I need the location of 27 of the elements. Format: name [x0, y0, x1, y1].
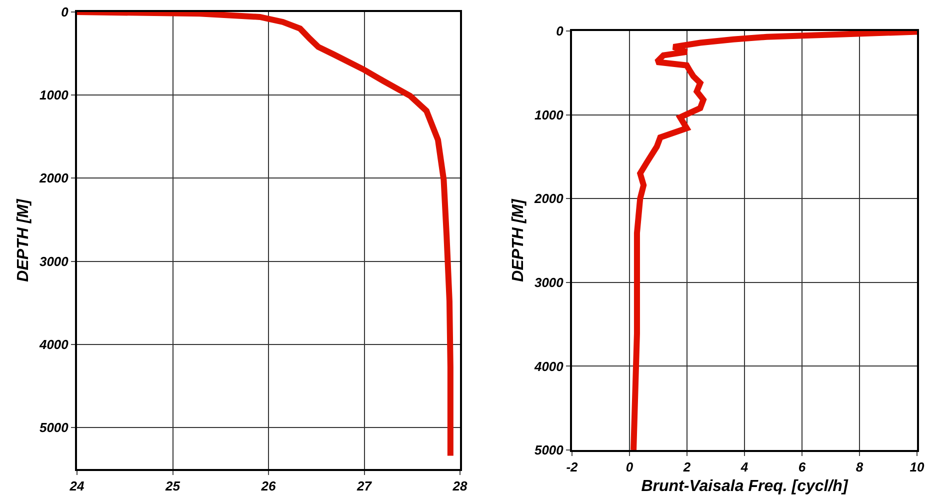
x-axis-title: Brunt-Vaisala Freq. [cycl/h]: [641, 478, 848, 495]
x-tick-label: 8: [856, 460, 864, 475]
y-tick-label: 4000: [38, 336, 70, 352]
y-tick-label: 3000: [39, 254, 70, 269]
y-axis-title: DEPTH [M]: [510, 198, 527, 282]
x-tick-label: 4: [740, 460, 749, 475]
y-tick-label: 2000: [533, 191, 564, 206]
x-tick-label: -2: [566, 460, 579, 475]
x-tick-label: 6: [798, 460, 806, 475]
y-tick-label: 1000: [39, 88, 70, 103]
x-tick-label: 25: [164, 478, 181, 494]
x-tick-label: 26: [260, 478, 276, 494]
x-tick-label: 24: [68, 478, 85, 494]
y-tick-label: 0: [556, 24, 564, 39]
x-tick-label: 27: [356, 478, 372, 494]
y-tick-label: 5000: [39, 420, 70, 435]
x-tick-label: 28: [452, 478, 468, 494]
y-tick-label: 1000: [534, 107, 564, 122]
y-tick-label: 0: [61, 4, 70, 20]
y-tick-label: 2000: [38, 170, 70, 186]
y-tick-label: 5000: [534, 442, 564, 458]
x-tick-label: 2: [682, 460, 692, 475]
y-tick-label: 3000: [534, 274, 564, 290]
x-tick-label: 0: [626, 460, 634, 475]
x-tick-label: 10: [910, 460, 925, 475]
y-tick-label: 4000: [533, 358, 564, 374]
y-axis-title: DEPTH [M]: [14, 198, 32, 282]
